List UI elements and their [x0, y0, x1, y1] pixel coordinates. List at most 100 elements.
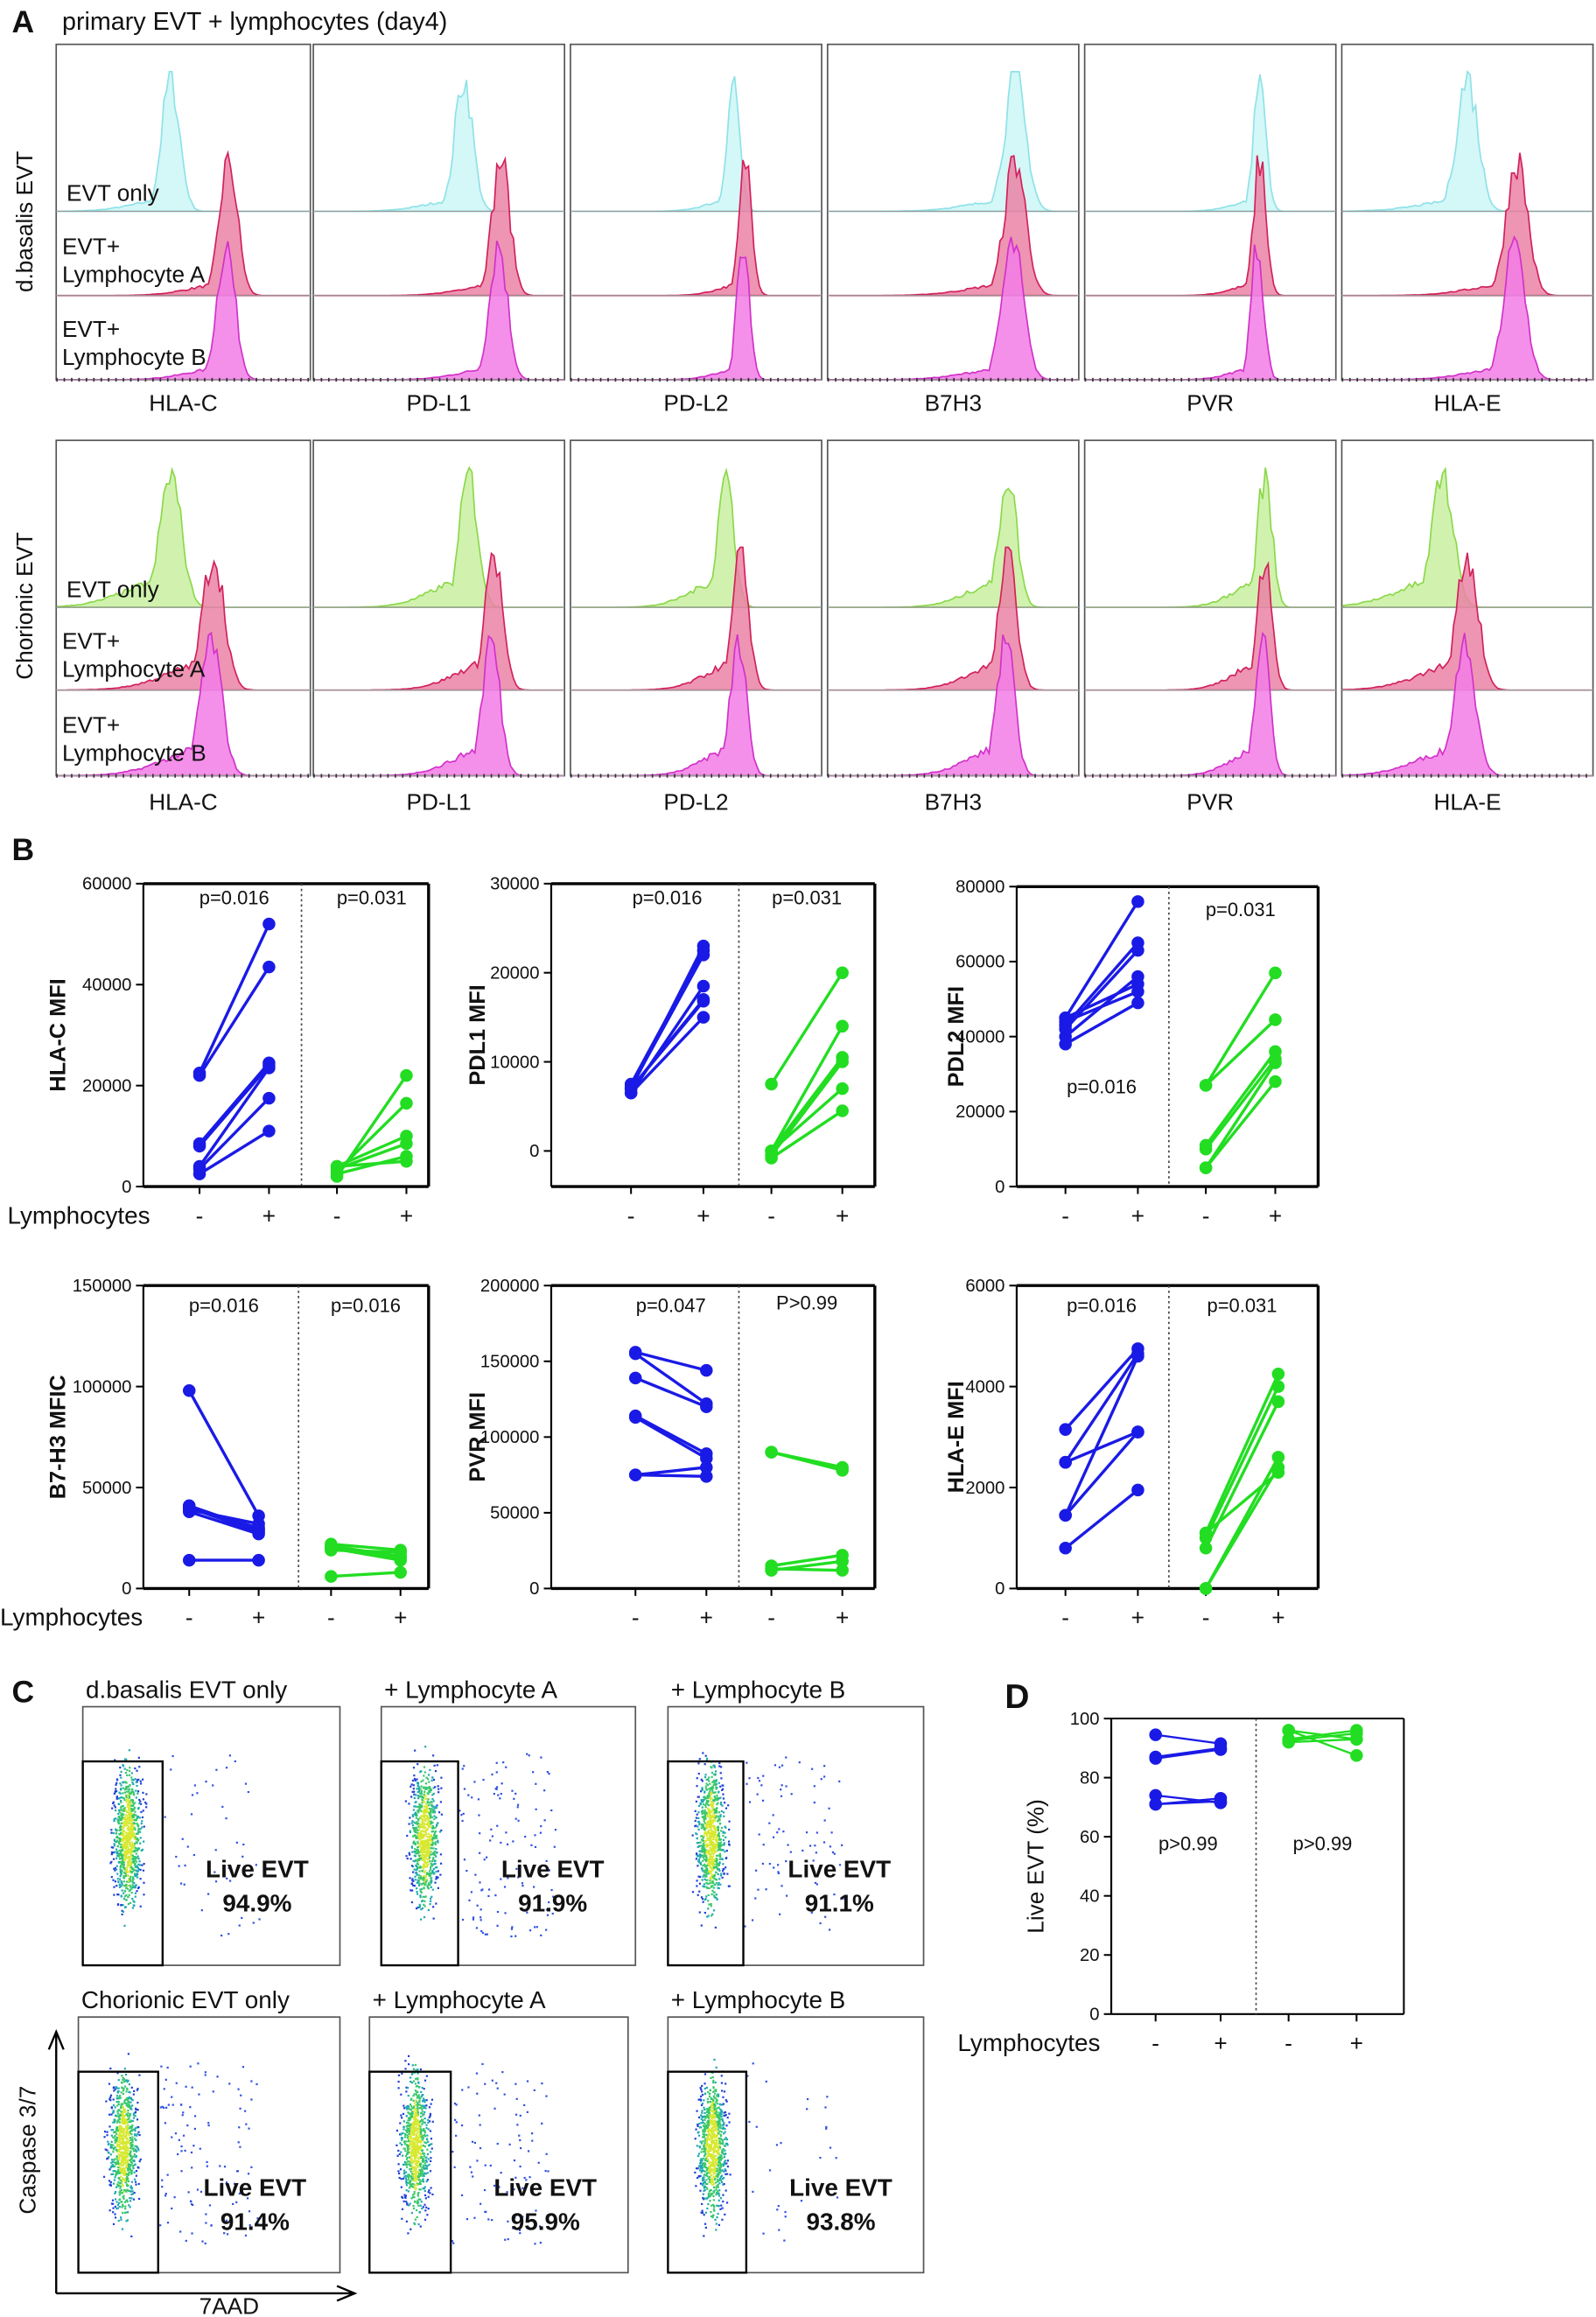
event-dot [715, 1786, 718, 1788]
event-dot [120, 1895, 122, 1898]
event-dot [130, 2235, 133, 2237]
event-dot [161, 2179, 164, 2181]
event-dot [127, 2180, 130, 2182]
event-dot [110, 2106, 113, 2109]
event-dot [418, 1870, 421, 1872]
event-dot [717, 1820, 719, 1823]
event-dot [126, 1852, 130, 1855]
event-dot [414, 2063, 416, 2067]
event-dot [711, 1857, 714, 1860]
event-dot [718, 1864, 720, 1866]
event-dot [133, 1864, 136, 1866]
event-dot [123, 2146, 126, 2149]
histogram [314, 634, 564, 777]
event-dot [127, 2053, 130, 2055]
event-dot [190, 2202, 193, 2206]
event-dot [422, 2180, 425, 2183]
event-dot [119, 2192, 122, 2194]
event-dot [420, 2090, 423, 2093]
event-dot [128, 1774, 131, 1776]
event-dot [434, 1830, 438, 1833]
event-dot [117, 2103, 120, 2105]
event-dot [430, 1880, 433, 1883]
event-dot [116, 2129, 119, 2132]
event-dot [123, 1791, 126, 1794]
event-dot [119, 1774, 122, 1776]
event-dot [180, 2150, 183, 2152]
event-dot [476, 1904, 479, 1907]
event-dot [421, 2170, 424, 2173]
event-dot [134, 2130, 136, 2132]
event-dot [709, 1858, 711, 1861]
data-point [1269, 1074, 1282, 1088]
event-dot [411, 2140, 414, 2143]
event-dot [135, 1869, 137, 1872]
event-dot [408, 2130, 410, 2133]
event-dot [225, 2181, 228, 2184]
event-dot [420, 2146, 423, 2148]
event-dot [768, 1822, 771, 1824]
event-dot [704, 1827, 706, 1830]
event-dot [107, 2151, 110, 2154]
event-dot [427, 1804, 430, 1807]
event-dot [406, 2106, 409, 2109]
event-dot [121, 1883, 123, 1886]
event-dot [698, 1853, 702, 1856]
event-dot [110, 2134, 113, 2137]
event-dot [424, 1814, 428, 1817]
event-dot [117, 2162, 120, 2165]
event-dot [114, 2176, 116, 2179]
data-point [1059, 1455, 1072, 1469]
event-dot [118, 2184, 121, 2188]
event-dot [512, 2227, 514, 2230]
event-dot [406, 2156, 409, 2160]
event-dot [713, 1818, 716, 1821]
event-dot [110, 2140, 113, 2143]
event-dot [116, 2137, 118, 2139]
event-dot [142, 1798, 145, 1801]
event-dot [405, 2090, 408, 2093]
event-dot [707, 1852, 710, 1854]
event-dot [116, 1796, 118, 1798]
event-dot [713, 1829, 717, 1831]
event-dot [131, 1854, 134, 1857]
event-dot [412, 2194, 415, 2196]
event-dot [702, 1844, 704, 1848]
event-dot [713, 1764, 716, 1767]
event-dot [113, 1792, 116, 1796]
event-dot [121, 2131, 123, 2133]
event-dot [703, 1828, 705, 1830]
event-dot [718, 1862, 721, 1865]
event-dot [421, 1841, 424, 1844]
event-dot [417, 2136, 421, 2139]
event-dot [437, 1822, 439, 1824]
event-dot [427, 1811, 430, 1814]
event-dot [407, 2149, 410, 2152]
event-dot [711, 1832, 714, 1835]
event-dot [124, 2149, 127, 2152]
event-dot [226, 1877, 228, 1880]
event-dot [422, 2129, 424, 2132]
x-tick-label: + [1271, 1605, 1284, 1631]
event-dot [432, 1863, 436, 1866]
event-dot [517, 1876, 520, 1879]
event-dot [708, 1852, 710, 1855]
event-dot [164, 2078, 167, 2081]
event-dot [421, 2086, 424, 2090]
event-dot [410, 2178, 413, 2180]
event-dot [405, 1855, 408, 1858]
event-dot [413, 1851, 416, 1853]
event-dot [129, 1812, 131, 1815]
event-dot [411, 2162, 414, 2165]
event-dot [132, 2117, 136, 2119]
event-dot [418, 1828, 421, 1830]
event-dot [410, 2151, 412, 2153]
event-dot [122, 2115, 125, 2118]
event-dot [423, 2174, 425, 2177]
event-dot [711, 1889, 714, 1892]
row-label: d.basalis EVT [11, 151, 38, 292]
event-dot [130, 1848, 132, 1851]
x-tick-label: - [1152, 2030, 1159, 2056]
data-point [700, 1452, 713, 1465]
event-dot [720, 1766, 723, 1768]
